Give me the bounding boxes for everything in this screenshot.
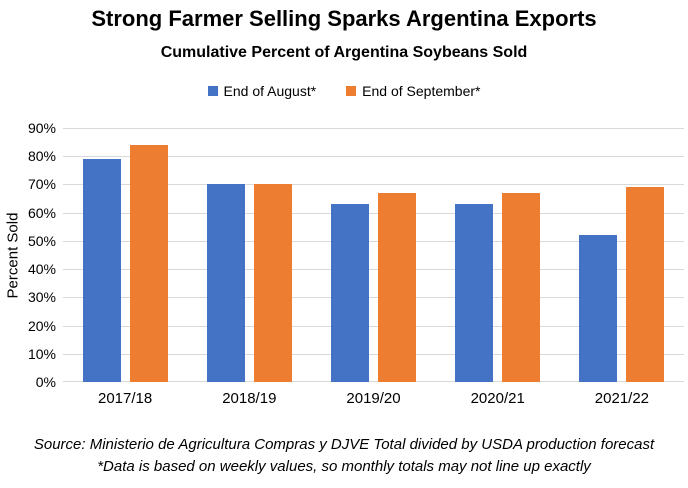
bar-group-2018-19: [187, 128, 311, 382]
gridline-20: [63, 325, 684, 327]
bar-end-of-september-2019-20: [377, 192, 416, 382]
bar-end-of-september-2018-19: [253, 184, 292, 382]
legend-item-end-of-august: End of August*: [207, 83, 317, 99]
source-note: Source: Ministerio de Agricultura Compra…: [33, 436, 655, 453]
gridline-0: [63, 381, 684, 382]
asterisk-note: *Data is based on weekly values, so mont…: [97, 458, 591, 475]
bar-group-2020-21: [436, 128, 560, 382]
y-tick-20: 20%: [27, 317, 56, 334]
y-tick-60: 60%: [27, 204, 56, 221]
gridline-50: [63, 240, 684, 242]
y-axis-tick-labels: 0% 10% 20% 30% 40% 50% 60% 70% 80% 90%: [0, 120, 56, 390]
x-tick-2017-18: 2017/18: [97, 390, 153, 407]
gridline-90: [63, 128, 684, 129]
y-tick-90: 90%: [27, 120, 56, 136]
x-axis-labels: 2017/18 2018/19 2019/20 2020/21 2021/22: [63, 390, 684, 407]
gridline-80: [63, 156, 684, 158]
y-tick-0: 0%: [35, 374, 56, 390]
bar-end-of-september-2021-22: [626, 187, 665, 382]
y-tick-80: 80%: [27, 148, 56, 165]
legend-swatch-icon: [346, 86, 357, 96]
legend-label: End of August*: [223, 83, 317, 99]
footer-notes: Source: Ministerio de Agricultura Compra…: [0, 434, 688, 478]
x-tick-2021-22: 2021/22: [594, 390, 650, 407]
y-tick-50: 50%: [27, 232, 56, 249]
chart-subtitle: Cumulative Percent of Argentina Soybeans…: [160, 44, 528, 61]
bar-end-of-august-2018-19: [206, 184, 245, 382]
bar-group-2021-22: [560, 128, 684, 382]
chart-legend: End of August* End of September*: [0, 83, 688, 99]
y-tick-10: 10%: [27, 345, 56, 362]
x-tick-2018-19: 2018/19: [222, 390, 277, 407]
bar-end-of-august-2019-20: [330, 204, 369, 382]
plot-area: [63, 128, 684, 382]
bar-end-of-august-2017-18: [82, 159, 121, 382]
x-tick-2019-20: 2019/20: [346, 390, 401, 407]
y-tick-30: 30%: [27, 289, 56, 306]
legend-label: End of September*: [362, 83, 481, 99]
gridline-70: [63, 184, 684, 186]
bar-group-2019-20: [311, 128, 435, 382]
gridline-60: [63, 212, 684, 214]
legend-swatch-icon: [207, 86, 218, 96]
x-tick-2020-21: 2020/21: [470, 390, 525, 407]
bar-group-2017-18: [63, 128, 187, 382]
gridline-40: [63, 269, 684, 271]
gridline-10: [63, 353, 684, 355]
bar-end-of-august-2021-22: [579, 235, 618, 382]
chart-title: Strong Farmer Selling Sparks Argentina E…: [91, 6, 597, 31]
gridline-30: [63, 297, 684, 299]
bar-end-of-august-2020-21: [455, 204, 494, 382]
y-tick-70: 70%: [27, 176, 56, 193]
y-tick-40: 40%: [27, 261, 56, 278]
bar-end-of-september-2017-18: [129, 144, 168, 382]
bar-end-of-september-2020-21: [502, 192, 541, 382]
legend-item-end-of-september: End of September*: [346, 83, 480, 99]
